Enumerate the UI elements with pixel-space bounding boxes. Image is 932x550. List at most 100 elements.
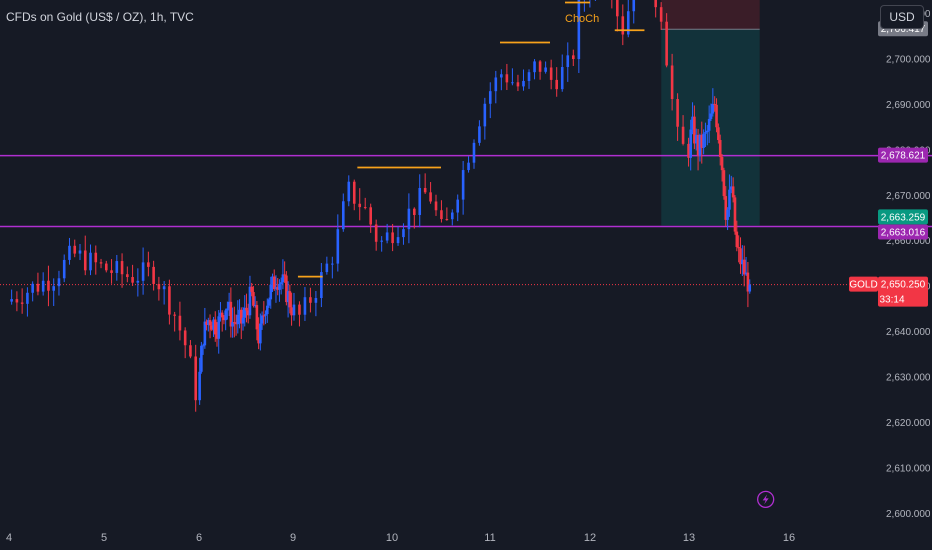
candle [711,88,715,117]
candle [320,263,323,308]
candle [693,105,696,150]
candle [391,223,394,252]
price-tag: 2,663.016 [878,224,928,240]
candle [157,276,161,301]
x-tick-label: 6 [196,532,202,544]
candle [248,275,252,319]
candle [450,209,454,226]
candle [36,272,40,296]
y-tick-label: 2,620.000 [886,418,931,429]
candle [358,188,362,221]
candle [717,123,720,144]
candle [533,59,536,80]
candle [281,259,285,290]
candle [325,256,329,275]
candle [632,0,636,24]
candle [713,96,716,112]
candle [704,122,707,147]
candle [259,313,262,351]
candle [208,314,212,339]
candle [396,226,400,246]
candle [194,344,197,412]
x-tick-label: 9 [290,532,296,544]
candle [226,301,229,320]
candle [272,269,276,291]
candle [440,200,443,223]
candle [696,129,700,171]
current-price-tag: 2,650.250 33:14 [878,276,928,307]
candle [511,68,514,86]
candle [252,286,255,308]
candle [731,177,735,203]
candle [626,0,630,38]
candle [115,254,119,281]
candle [687,137,690,167]
candle [402,223,405,245]
candle [257,317,260,350]
candle [136,268,140,297]
candle [229,287,233,338]
candle [434,194,438,216]
candle [303,286,307,321]
candle [279,277,283,295]
candle [461,160,465,215]
candle [99,258,103,269]
x-tick-label: 16 [783,532,795,544]
candle [744,256,748,276]
candle [478,120,481,146]
candle [694,128,698,151]
currency-button[interactable]: USD [880,5,924,29]
candle [407,193,411,244]
candle [298,301,301,327]
candle [201,343,205,355]
candle [538,60,542,80]
candle [621,4,625,46]
lightning-icon [757,490,775,509]
candle [243,295,247,327]
candle [110,259,113,284]
candle [733,195,737,235]
candle [589,0,591,8]
candle [217,310,221,354]
candle [741,245,744,277]
candle [616,0,619,32]
candle [173,311,176,332]
candle [292,292,296,321]
candle [314,290,318,317]
candle [681,115,685,146]
candle [147,251,150,277]
candle [456,194,460,222]
candle [549,59,553,90]
candle [89,244,92,276]
candle [267,297,271,308]
y-tick-label: 2,700.000 [886,54,931,65]
candle [374,219,378,251]
candle [15,291,19,312]
candle [611,0,613,9]
candle [168,279,171,325]
candle [20,288,24,314]
candle [73,239,77,258]
candle [10,289,13,305]
symbol-tag: GOLD [849,276,878,292]
x-tick-label: 5 [101,532,107,544]
candle [336,214,340,272]
y-tick-label: 2,690.000 [886,100,931,111]
y-tick-label: 2,640.000 [886,327,931,338]
candle [260,311,264,330]
candle [262,301,266,326]
candle [742,245,746,287]
candle [41,272,45,296]
candle [62,254,66,283]
candle [718,134,722,166]
svg-text:2,678.621: 2,678.621 [881,151,926,162]
candle [423,173,427,194]
candle [245,293,248,323]
candle [120,253,124,288]
candle [290,292,293,326]
candle [241,306,245,331]
candle [83,235,87,276]
svg-text:GOLD: GOLD [849,280,877,291]
candle [720,154,724,182]
